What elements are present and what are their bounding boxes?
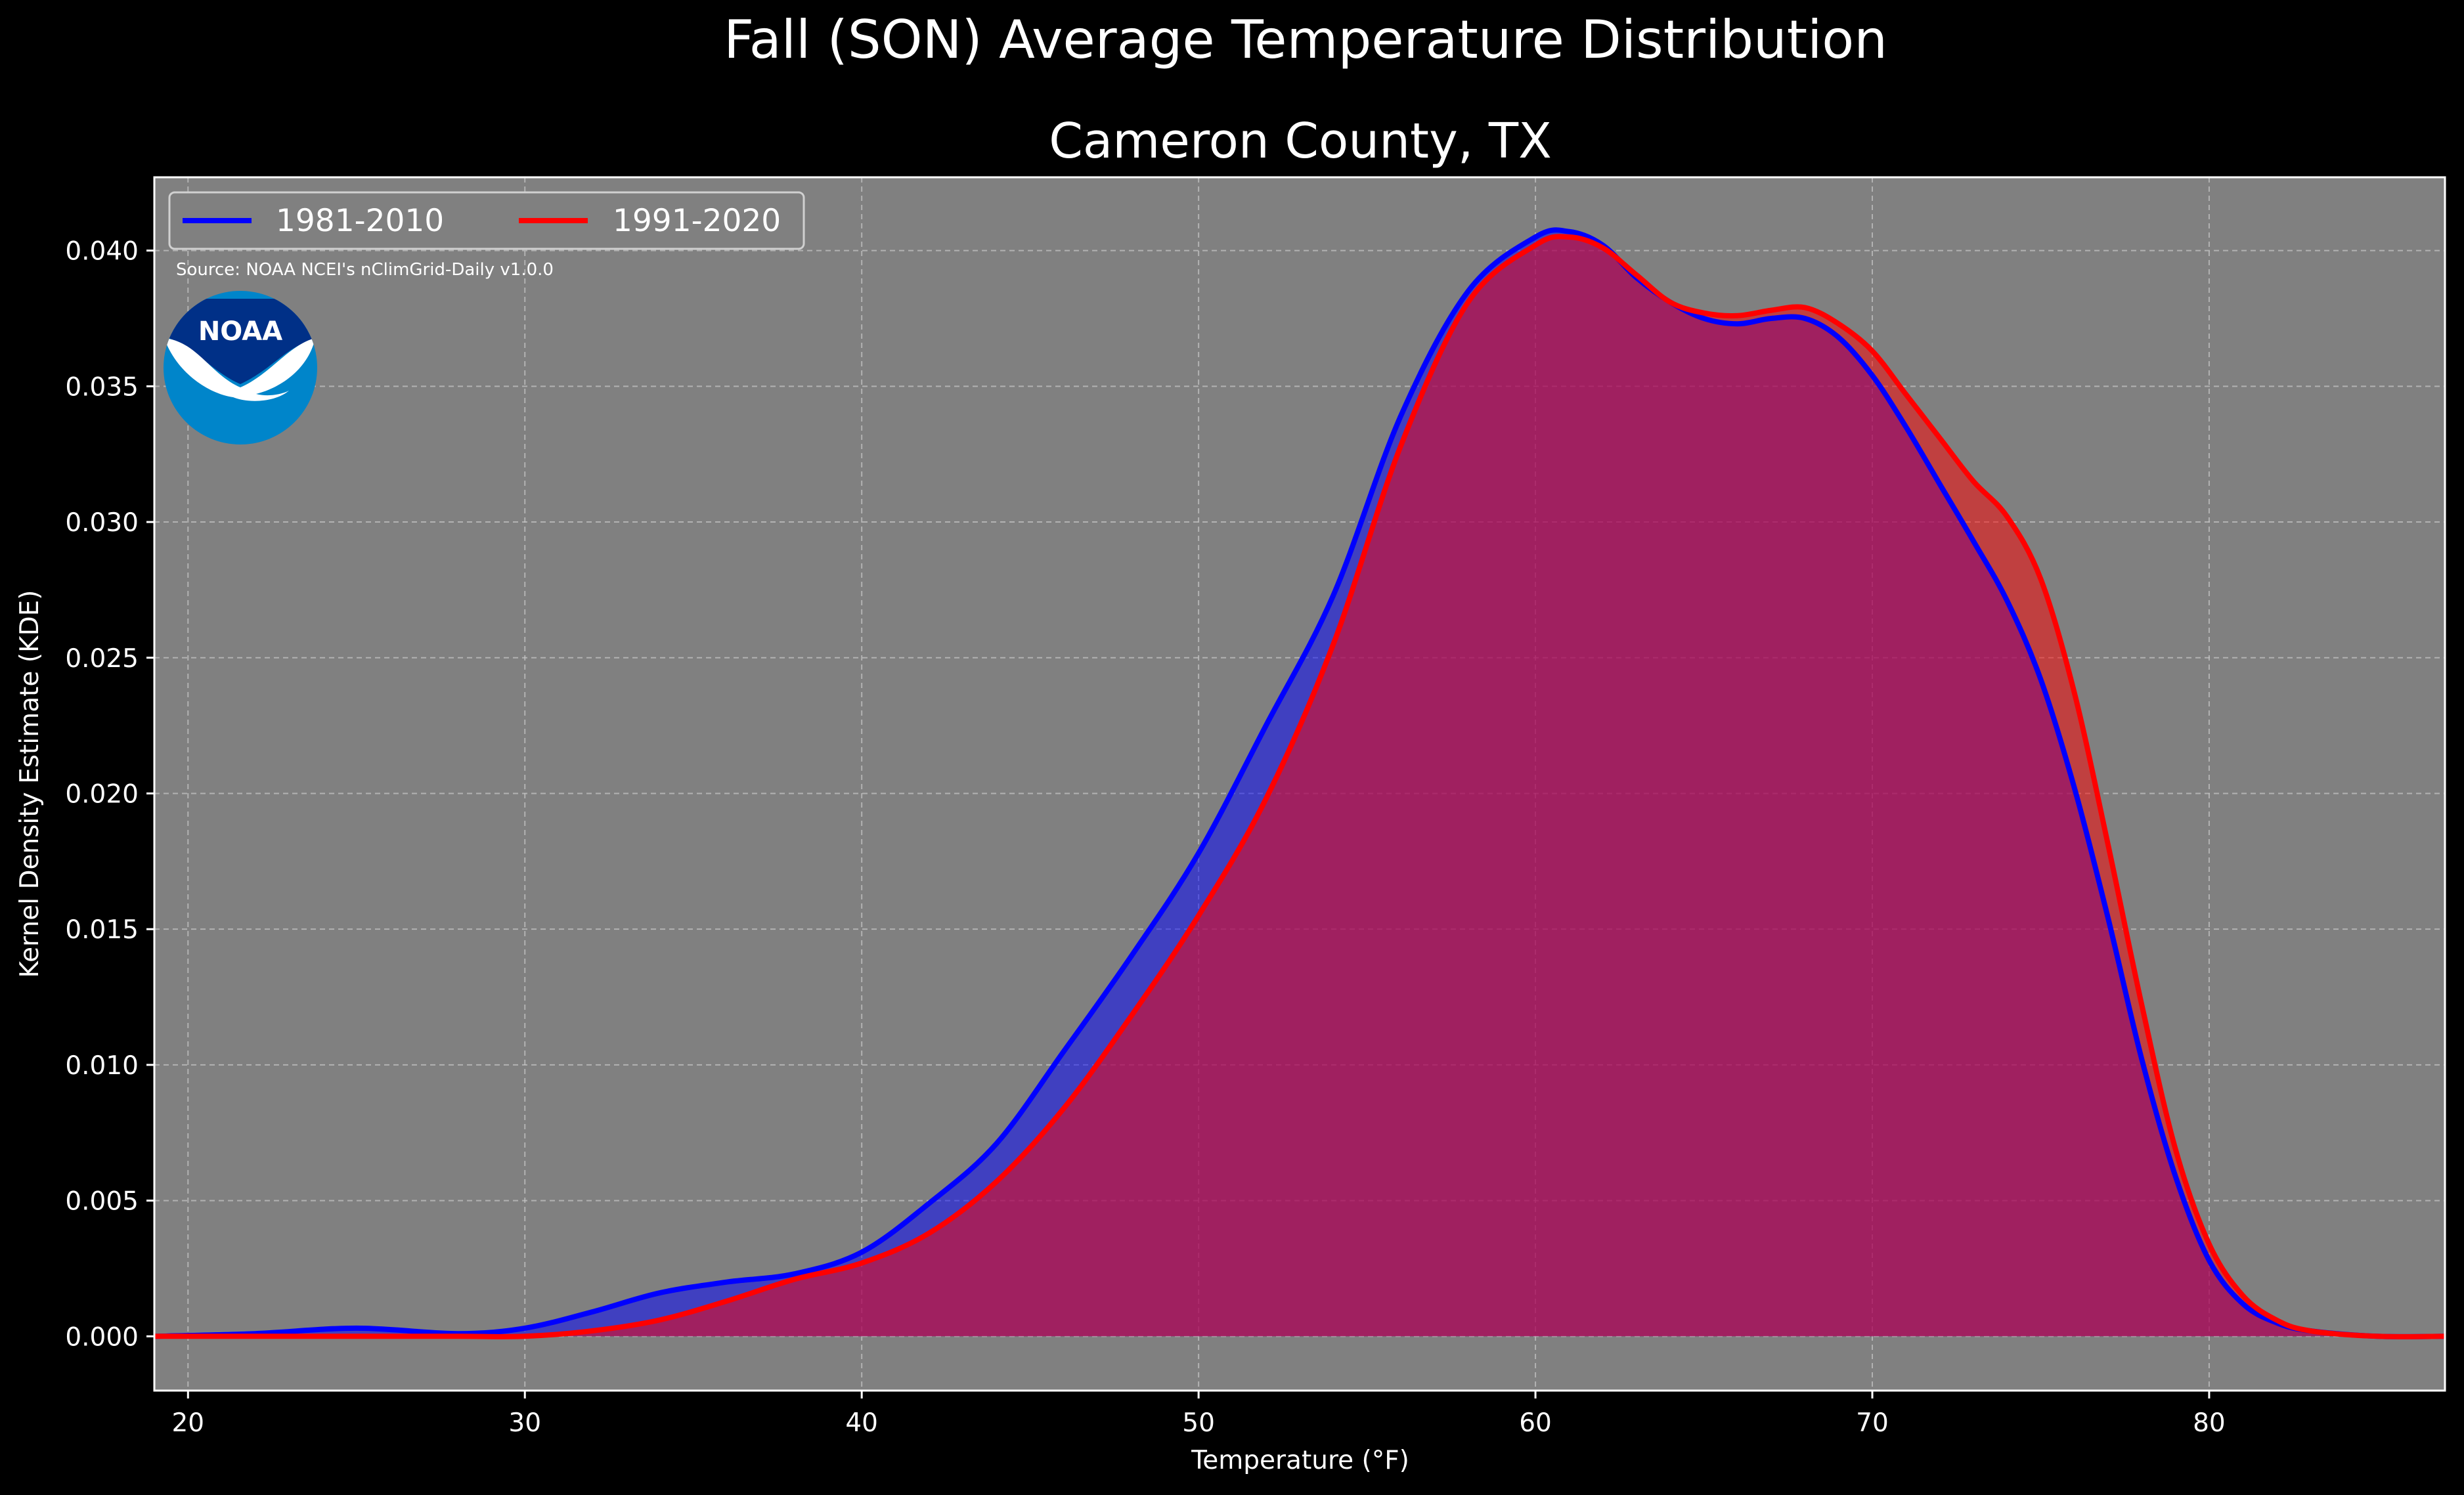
y-axis-ticks: 0.000 0.005 0.010 0.015 0.020 0.025 0.030 0.035… xyxy=(65,237,154,1352)
y-axis-label: Kernel Density Estimate (KDE) xyxy=(15,590,45,978)
series-line-1981-2010 xyxy=(154,227,2446,1339)
legend-label-1991-2020: 1991-2020 xyxy=(613,203,781,239)
x-axis-label: Temperature (°F) xyxy=(1191,1446,1409,1475)
x-tick-label: 80 xyxy=(2193,1408,2226,1438)
y-tick-label: 0.030 xyxy=(65,508,139,538)
y-tick-label: 0.000 xyxy=(65,1322,139,1352)
y-tick-label: 0.005 xyxy=(65,1187,139,1217)
y-tick-label: 0.010 xyxy=(65,1051,139,1081)
x-axis-ticks: 20 30 40 50 60 70 80 xyxy=(171,1391,2226,1438)
y-tick-label: 0.015 xyxy=(65,915,139,945)
legend: 1981-2010 1991-2020 xyxy=(168,191,805,250)
y-tick-label: 0.040 xyxy=(65,237,139,267)
chart-subtitle: Cameron County, TX xyxy=(1049,113,1552,169)
legend-box xyxy=(168,191,805,250)
series-line-1991-2020 xyxy=(154,234,2446,1339)
y-tick-label: 0.025 xyxy=(65,644,139,674)
x-tick-label: 60 xyxy=(1519,1408,1552,1438)
y-tick-label: 0.020 xyxy=(65,779,139,809)
x-tick-label: 50 xyxy=(1182,1408,1215,1438)
series-lines xyxy=(154,227,2446,1339)
x-tick-label: 70 xyxy=(1856,1408,1889,1438)
plot-frame xyxy=(153,176,2446,1392)
noaa-logo: NOAA xyxy=(164,291,317,444)
x-tick-label: 20 xyxy=(171,1408,204,1438)
x-tick-label: 30 xyxy=(508,1408,541,1438)
y-tick-label: 0.035 xyxy=(65,372,139,402)
x-tick-label: 40 xyxy=(845,1408,878,1438)
series-fill-1991-2020 xyxy=(154,236,2445,1337)
noaa-logo-text: NOAA xyxy=(198,316,282,347)
legend-label-1981-2010: 1981-2010 xyxy=(276,203,444,239)
series-fills xyxy=(154,230,2445,1337)
source-note: Source: NOAA NCEI's nClimGrid-Daily v1.0… xyxy=(176,260,554,280)
chart-title: Fall (SON) Average Temperature Distribut… xyxy=(724,9,1887,70)
